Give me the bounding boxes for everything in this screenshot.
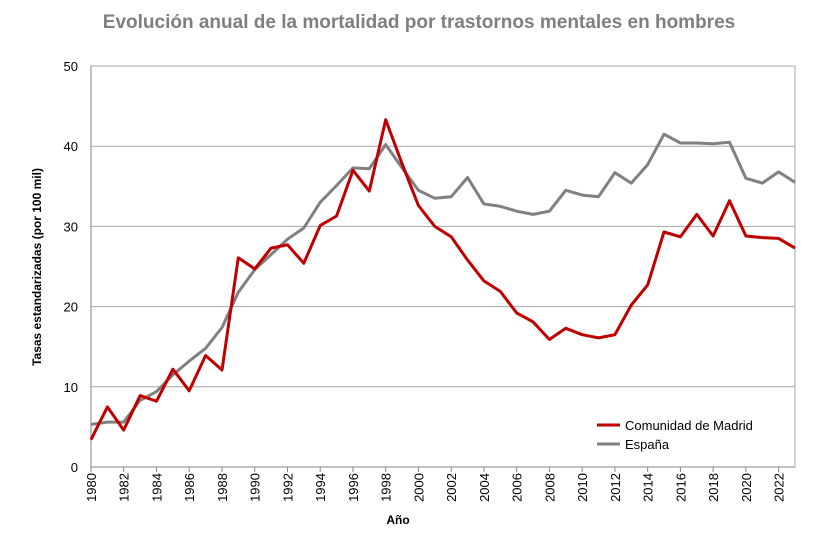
series-line [90, 132, 796, 426]
x-tick-label: 1996 [346, 473, 361, 502]
chart-title: Evolución anual de la mortalidad por tra… [102, 12, 736, 33]
y-axis-label: Tasas estandarizadas (por 100 mil) [30, 168, 44, 366]
y-tick-label: 20 [64, 300, 78, 315]
x-tick-label: 1994 [313, 473, 328, 502]
x-tick-label: 1990 [248, 473, 263, 502]
x-tick-label: 2010 [575, 473, 590, 502]
x-tick-label: 2000 [411, 473, 426, 502]
y-tick-label: 40 [64, 139, 78, 154]
x-tick-label: 1998 [379, 473, 394, 502]
x-tick-label: 1988 [215, 473, 230, 502]
x-tick-label: 1980 [84, 473, 99, 502]
x-tick-label: 2014 [641, 473, 656, 502]
x-tick-label: 2016 [673, 473, 688, 502]
x-tick-label: 2002 [444, 473, 459, 502]
y-tick-label: 50 [64, 59, 78, 74]
x-tick-label: 2022 [772, 473, 787, 502]
y-tick-label: 0 [71, 460, 78, 475]
y-tick-label: 30 [64, 219, 78, 234]
x-tick-label: 2020 [739, 473, 754, 502]
x-tick-label: 2004 [477, 473, 492, 502]
x-axis-label: Año [386, 513, 409, 527]
x-tick-label: 1984 [149, 473, 164, 502]
legend-label: Comunidad de Madrid [625, 418, 753, 433]
y-tick-label: 10 [64, 380, 78, 395]
x-tick-label: 2008 [542, 473, 557, 502]
legend-label: España [625, 437, 670, 452]
x-tick-label: 1992 [280, 473, 295, 502]
plot-border [90, 65, 796, 468]
x-tick-label: 2018 [706, 473, 721, 502]
x-tick-label: 1982 [117, 473, 132, 502]
series-line [89, 118, 796, 441]
x-tick-label: 2012 [608, 473, 623, 502]
x-tick-label: 1986 [182, 473, 197, 502]
x-tick-label: 2006 [510, 473, 525, 502]
